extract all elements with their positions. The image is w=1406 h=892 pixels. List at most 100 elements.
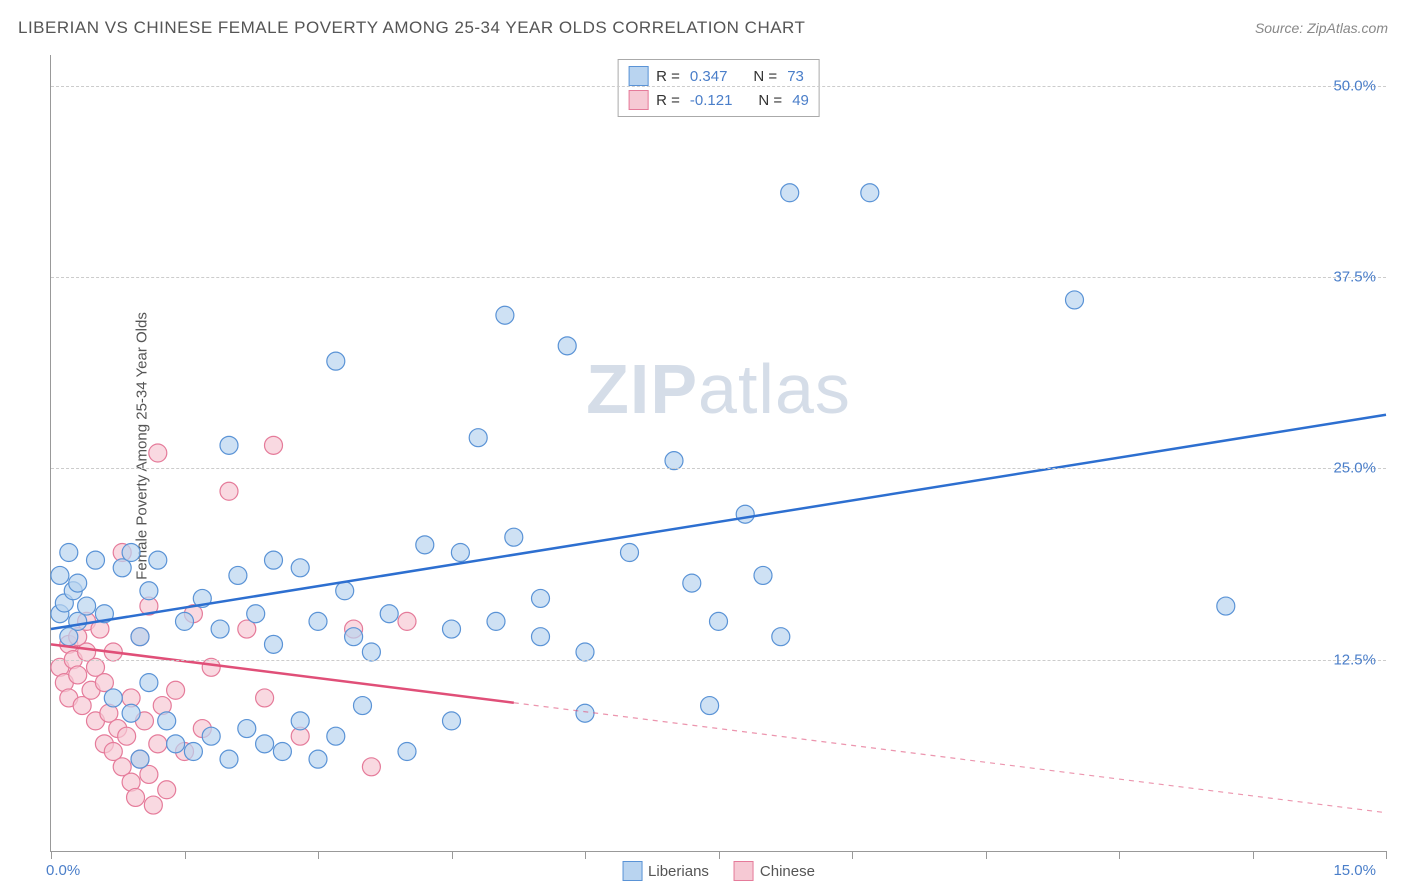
- liberians-point: [131, 628, 149, 646]
- x-axis-min-label: 0.0%: [46, 862, 80, 879]
- liberians-point: [309, 612, 327, 630]
- liberians-point: [220, 436, 238, 454]
- liberians-point: [451, 544, 469, 562]
- chinese-point: [265, 436, 283, 454]
- y-tick-label: 37.5%: [1333, 268, 1376, 285]
- liberians-point: [416, 536, 434, 554]
- legend-row: R =-0.121N =49: [628, 88, 809, 112]
- n-value: 49: [792, 92, 809, 109]
- chinese-point: [127, 788, 145, 806]
- liberians-point: [469, 429, 487, 447]
- liberians-point: [576, 643, 594, 661]
- liberians-point: [701, 697, 719, 715]
- x-tick: [185, 851, 186, 859]
- liberians-point: [336, 582, 354, 600]
- liberians-point: [487, 612, 505, 630]
- liberians-point: [398, 743, 416, 761]
- liberians-point: [265, 635, 283, 653]
- y-tick-label: 12.5%: [1333, 651, 1376, 668]
- n-label: N =: [758, 92, 782, 109]
- x-tick: [318, 851, 319, 859]
- liberians-point: [736, 505, 754, 523]
- liberians-point: [576, 704, 594, 722]
- liberians-point: [140, 582, 158, 600]
- chinese-point: [167, 681, 185, 699]
- liberians-point: [211, 620, 229, 638]
- chart-source: Source: ZipAtlas.com: [1255, 20, 1388, 36]
- y-tick-label: 25.0%: [1333, 460, 1376, 477]
- chart-header: LIBERIAN VS CHINESE FEMALE POVERTY AMONG…: [18, 18, 1388, 38]
- x-tick: [51, 851, 52, 859]
- chinese-point: [220, 482, 238, 500]
- liberians-point: [69, 574, 87, 592]
- chinese-point: [149, 444, 167, 462]
- liberians-point: [51, 566, 69, 584]
- chinese-point: [158, 781, 176, 799]
- legend-swatch: [622, 861, 642, 881]
- liberians-point: [202, 727, 220, 745]
- r-value: 0.347: [690, 68, 728, 85]
- legend-item: Liberians: [622, 861, 709, 881]
- liberians-point: [60, 544, 78, 562]
- liberians-point: [167, 735, 185, 753]
- x-tick: [1386, 851, 1387, 859]
- liberians-point: [754, 566, 772, 584]
- chinese-point: [398, 612, 416, 630]
- liberians-point: [380, 605, 398, 623]
- legend-item: Chinese: [734, 861, 815, 881]
- r-label: R =: [656, 92, 680, 109]
- liberians-point: [558, 337, 576, 355]
- liberians-point: [273, 743, 291, 761]
- chart-plot-area: ZIPatlas R =0.347N =73R =-0.121N =49 0.0…: [50, 55, 1386, 852]
- x-tick: [719, 851, 720, 859]
- r-label: R =: [656, 68, 680, 85]
- chinese-point: [69, 666, 87, 684]
- liberians-point: [345, 628, 363, 646]
- correlation-legend: R =0.347N =73R =-0.121N =49: [617, 59, 820, 117]
- liberians-point: [861, 184, 879, 202]
- liberians-point: [229, 566, 247, 584]
- liberians-point: [443, 712, 461, 730]
- liberians-point: [256, 735, 274, 753]
- chinese-point: [362, 758, 380, 776]
- liberians-point: [149, 551, 167, 569]
- chinese-point: [118, 727, 136, 745]
- liberians-point: [309, 750, 327, 768]
- chinese-point: [144, 796, 162, 814]
- n-value: 73: [787, 68, 804, 85]
- liberians-point: [184, 743, 202, 761]
- x-tick: [1253, 851, 1254, 859]
- liberians-point: [104, 689, 122, 707]
- gridline: [51, 277, 1386, 278]
- x-tick: [852, 851, 853, 859]
- liberians-point: [220, 750, 238, 768]
- chinese-regression-extrapolation: [514, 703, 1386, 813]
- legend-swatch: [628, 66, 648, 86]
- liberians-point: [78, 597, 96, 615]
- chart-title: LIBERIAN VS CHINESE FEMALE POVERTY AMONG…: [18, 18, 805, 38]
- liberians-point: [621, 544, 639, 562]
- legend-swatch: [628, 90, 648, 110]
- liberians-point: [327, 727, 345, 745]
- liberians-point: [1217, 597, 1235, 615]
- x-tick: [452, 851, 453, 859]
- liberians-point: [443, 620, 461, 638]
- liberians-point: [247, 605, 265, 623]
- liberians-point: [87, 551, 105, 569]
- liberians-point: [158, 712, 176, 730]
- liberians-point: [683, 574, 701, 592]
- gridline: [51, 660, 1386, 661]
- liberians-point: [354, 697, 372, 715]
- liberians-point: [176, 612, 194, 630]
- liberians-point: [327, 352, 345, 370]
- legend-label: Liberians: [648, 863, 709, 880]
- y-tick-label: 50.0%: [1333, 77, 1376, 94]
- liberians-point: [122, 704, 140, 722]
- liberians-point: [665, 452, 683, 470]
- liberians-point: [496, 306, 514, 324]
- legend-row: R =0.347N =73: [628, 64, 809, 88]
- x-axis-max-label: 15.0%: [1333, 862, 1376, 879]
- liberians-point: [122, 544, 140, 562]
- liberians-point: [140, 674, 158, 692]
- gridline: [51, 468, 1386, 469]
